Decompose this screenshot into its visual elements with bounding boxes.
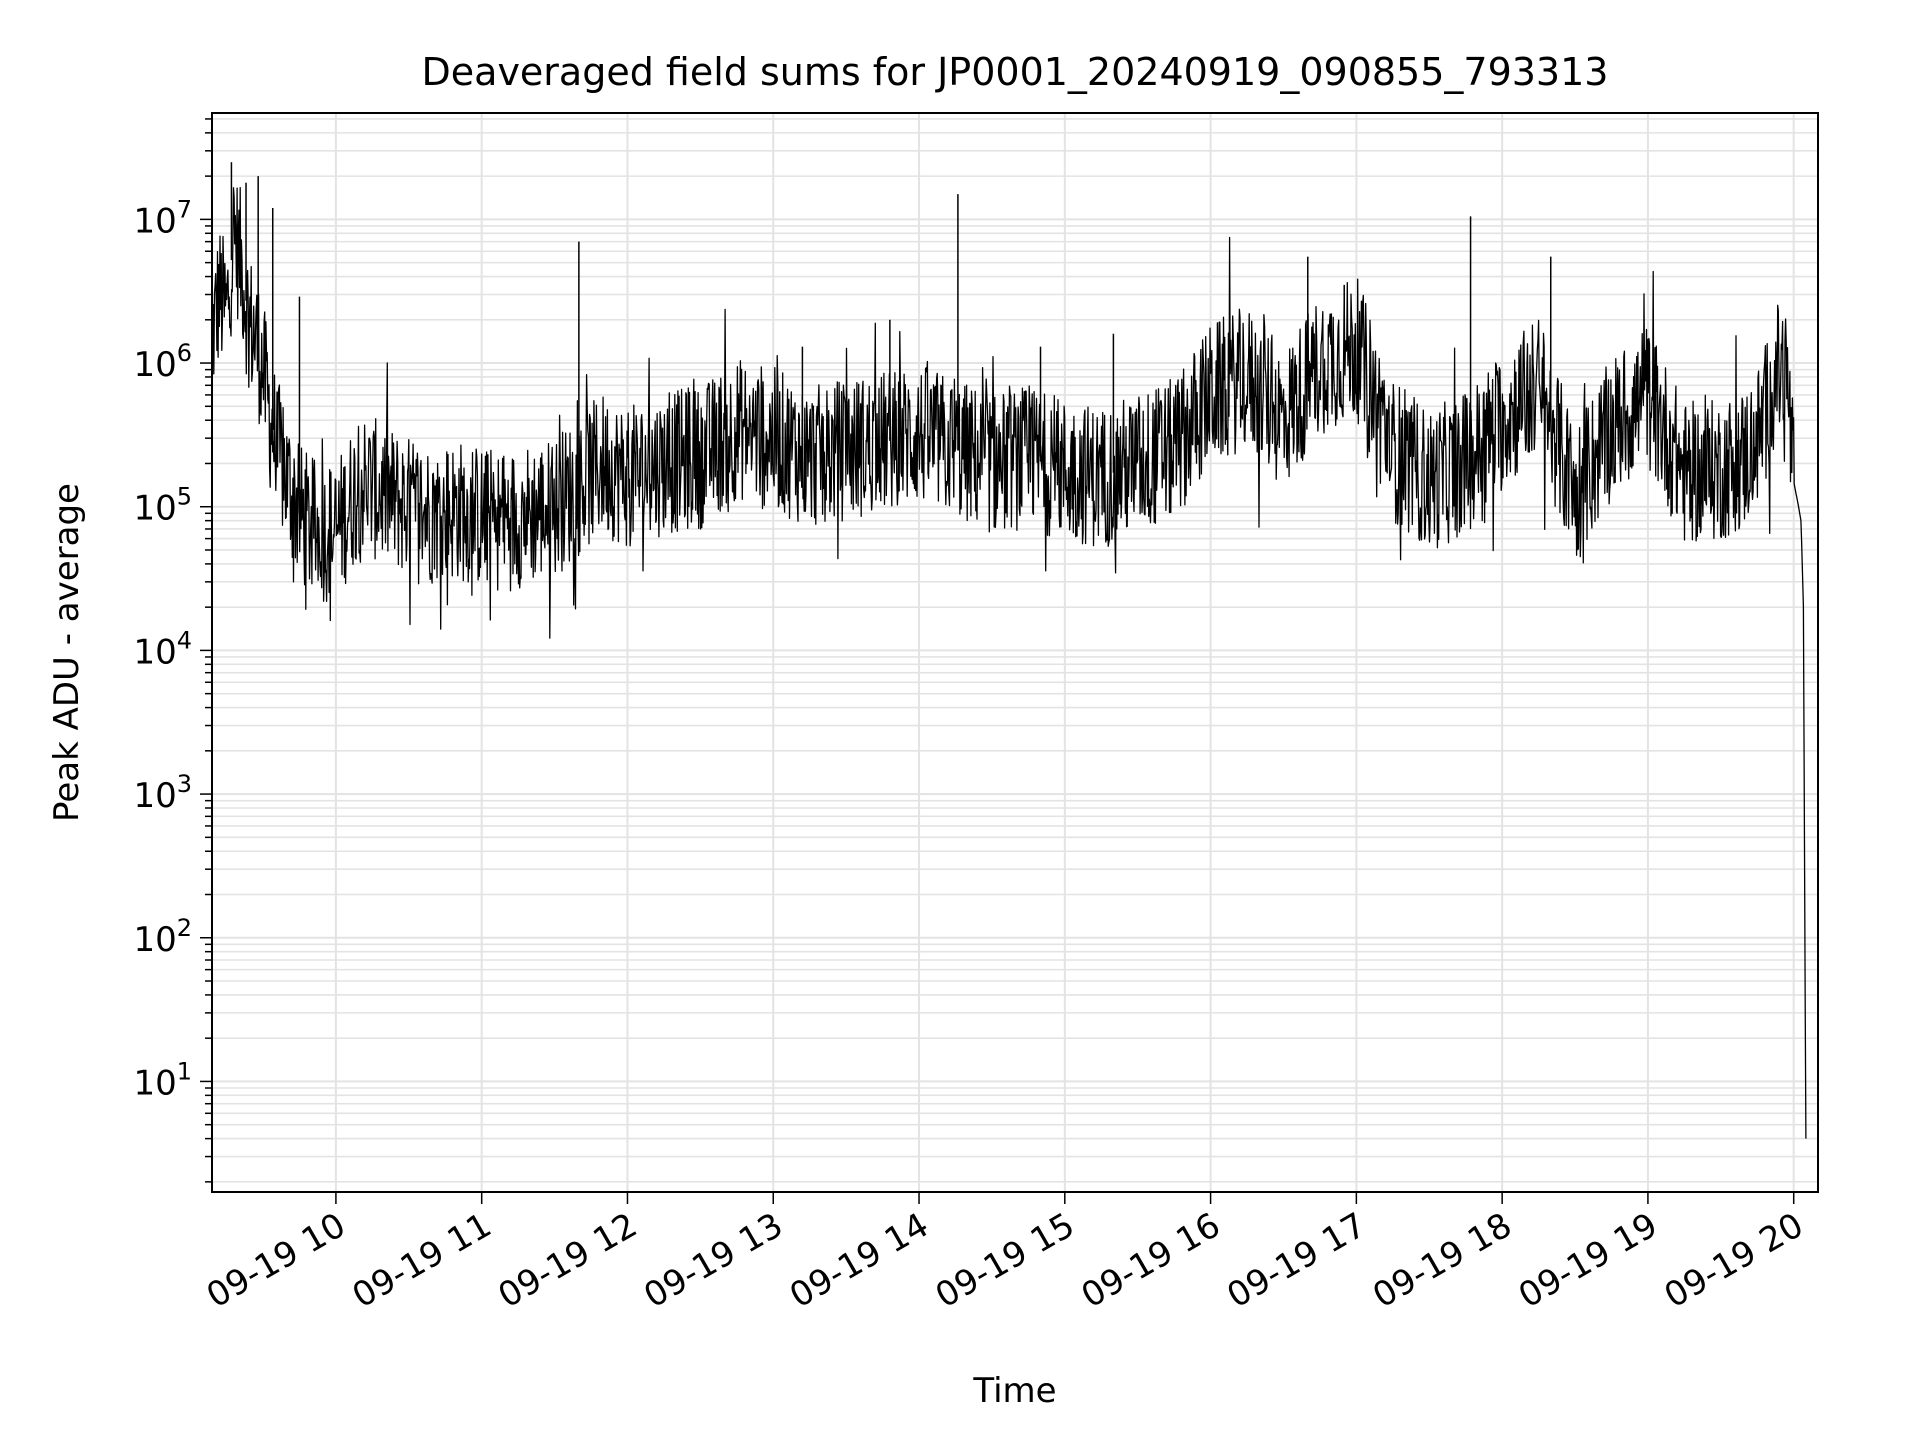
y-axis-label: Peak ADU - average — [47, 483, 87, 822]
grid — [212, 113, 1818, 1192]
y-tick-label: 104 — [133, 626, 192, 672]
chart-title: Deaveraged field sums for JP0001_2024091… — [422, 50, 1609, 94]
y-tick-label: 102 — [133, 914, 192, 960]
plot-frame — [211, 112, 1819, 1193]
y-tick-label: 107 — [133, 195, 192, 241]
series-layer — [211, 162, 1807, 1139]
y-tick-label: 103 — [133, 770, 192, 816]
y-tick-label: 101 — [133, 1057, 192, 1103]
y-tick-label: 105 — [133, 483, 192, 529]
series-line — [211, 186, 1807, 1139]
x-axis-label: Time — [972, 1371, 1056, 1411]
y-tick-label: 106 — [133, 339, 192, 385]
